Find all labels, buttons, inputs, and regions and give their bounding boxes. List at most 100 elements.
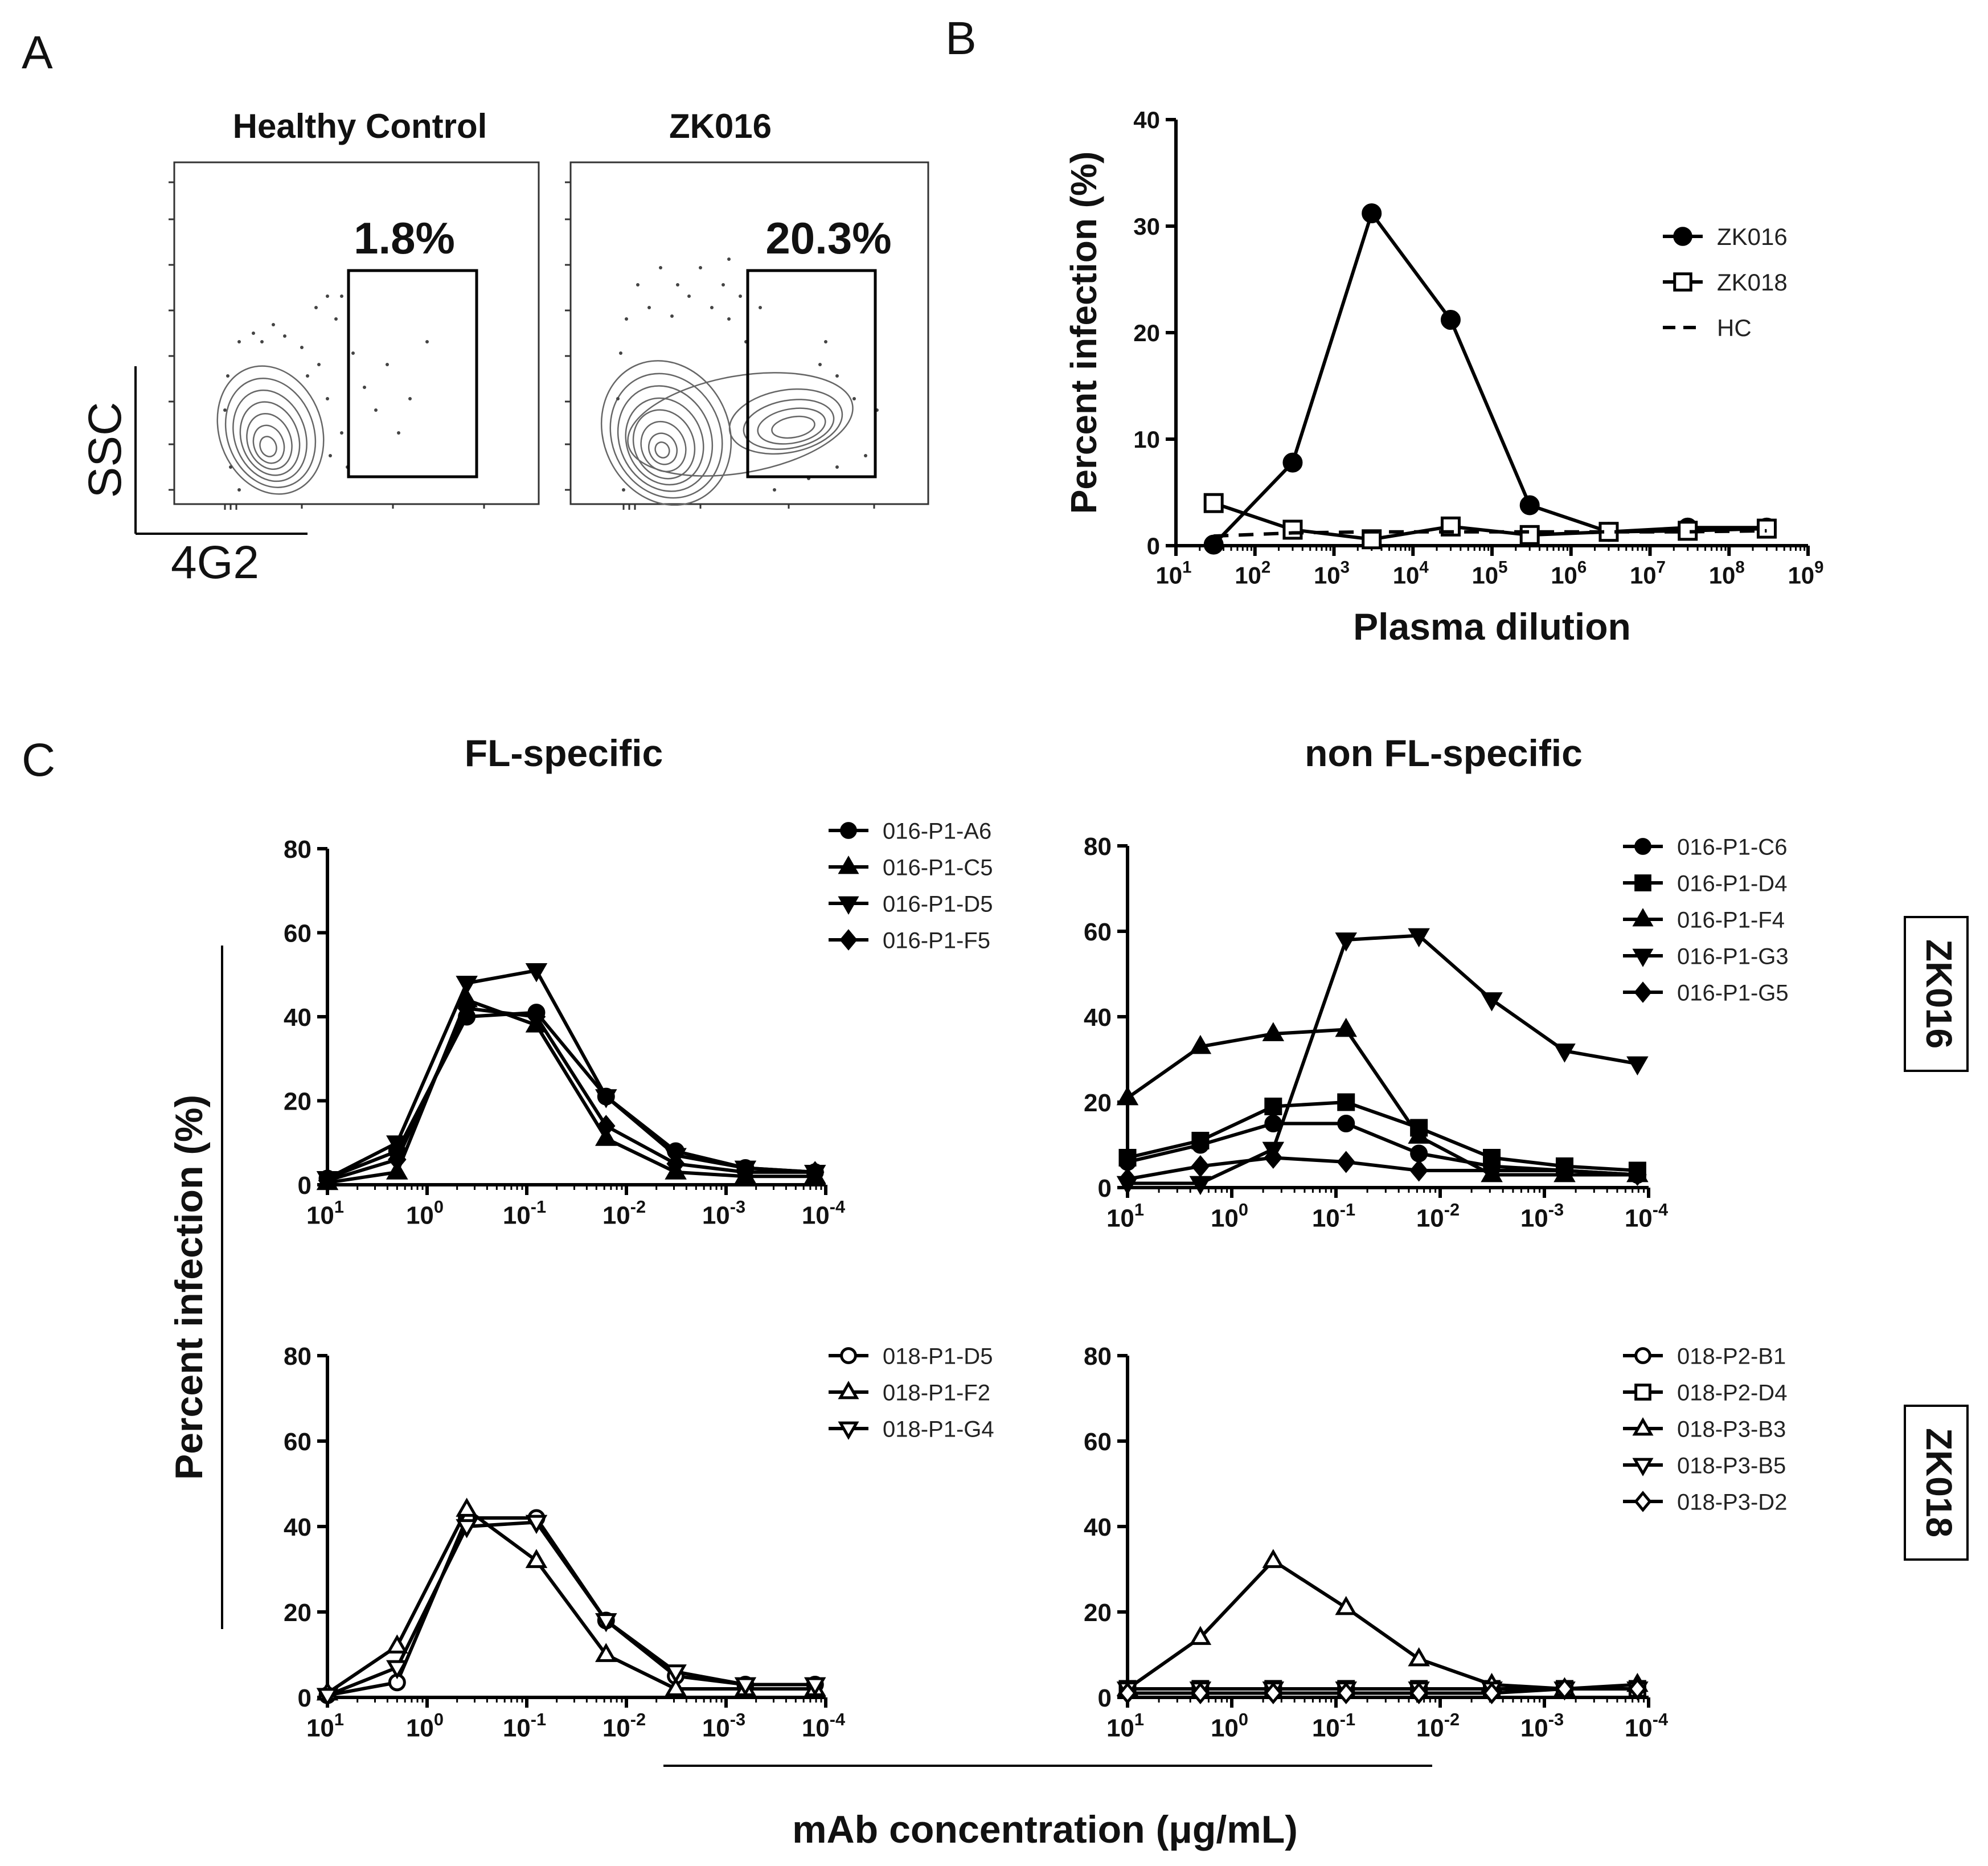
- chart-b-point-zk018: [1282, 519, 1303, 540]
- chart-c1-legend-marker: [838, 896, 859, 915]
- chart-c1-legend-label: 016-P1-D5: [883, 891, 993, 916]
- chart-c1-legend-016-p1-d5: 016-P1-D5: [829, 891, 993, 916]
- chart-c2-legend-label: 016-P1-C6: [1677, 834, 1787, 860]
- chart-c4-legend-018-p2-b1: 018-P2-B1: [1623, 1344, 1786, 1369]
- chart-b-xtick-label: 107: [1630, 558, 1666, 588]
- chart-c2-legend-marker: [1632, 908, 1654, 927]
- chart-c1-ytick-label: 80: [284, 836, 311, 864]
- chart-b-xtick-label: 109: [1788, 558, 1823, 588]
- chart-c3-line-018-p1-g4: [326, 1520, 815, 1697]
- chart-c4-ytick-label: 80: [1084, 1343, 1112, 1370]
- chart-c1-xtick-label: 101: [306, 1197, 344, 1230]
- chart-c2-legend-label: 016-P1-D4: [1677, 871, 1787, 896]
- row-label-box-zk018: [1904, 1405, 1969, 1561]
- chart-c4-legend-marker: [1634, 1347, 1651, 1364]
- chart-b-xtick-label: 102: [1235, 558, 1270, 588]
- chart-c3-point-018-p1-g4: [665, 1664, 687, 1684]
- chart-c2-series-016-p1-f4: [1116, 1017, 1649, 1182]
- chart-c2-point-016-p1-g5: [1191, 1155, 1210, 1178]
- chart-plasma-dilution: 0 10 20 30 40 101 102 103 104 105 106 107 108 109 Perc…: [1063, 107, 1824, 648]
- chart-c3-series-018-p1-g4: [316, 1515, 826, 1707]
- chart-c2-point-016-p1-f4: [1262, 1022, 1285, 1041]
- chart-c2-legend-marker: [1634, 981, 1652, 1003]
- chart-b-legend-label: ZK016: [1717, 223, 1788, 250]
- chart-c3-legend-018-p1-d5: 018-P1-D5: [829, 1344, 993, 1369]
- chart-c2-series-016-p1-g5: [1118, 1146, 1647, 1190]
- chart-c2-ytick-label: 60: [1084, 918, 1112, 946]
- chart-c2-ytick-label: 80: [1084, 833, 1112, 861]
- chart-c2-xtick-label: 100: [1211, 1200, 1248, 1233]
- column-title-non-fl-specific: non FL-specific: [1305, 732, 1583, 774]
- panel-a-flow-plots: Healthy Control ZK016: [79, 107, 929, 588]
- panel-letter-a: A: [22, 27, 53, 79]
- chart-c2-xtick-label: 10-2: [1416, 1200, 1460, 1233]
- chart-c3-ytick-label: 20: [284, 1599, 311, 1627]
- chart-c2-point-016-p1-d4: [1118, 1149, 1137, 1167]
- chart-c4-point-018-p3-d2: [1191, 1681, 1210, 1705]
- chart-c2-point-016-p1-g3: [1481, 992, 1503, 1012]
- chart-c4-xtick-label: 101: [1106, 1709, 1144, 1742]
- chart-c3-xtick-label: 100: [406, 1709, 444, 1742]
- chart-c3-xtick-label: 10-4: [802, 1709, 845, 1742]
- chart-b-point-zk018: [1756, 518, 1777, 539]
- row-label-zk018: ZK018: [1919, 1428, 1960, 1537]
- chart-c4-point-018-p3-b3: [1262, 1549, 1285, 1568]
- panel-letter-b: B: [945, 13, 977, 64]
- chart-c2-point-016-p1-g3: [1626, 1056, 1649, 1076]
- chart-c3-point-018-p1-f2: [525, 1549, 548, 1568]
- chart-c2-legend-marker: [1634, 838, 1651, 855]
- chart-c3-xtick-label: 10-2: [602, 1709, 646, 1742]
- chart-c1-line-016-p1-d5: [326, 968, 815, 1180]
- shared-ylabel: Percent infection (%): [167, 1095, 211, 1480]
- chart-c2-point-016-p1-f4: [1116, 1086, 1139, 1106]
- gate-box-zk016: [746, 269, 877, 478]
- chart-c3-point-018-p1-g4: [734, 1677, 757, 1697]
- chart-c4-point-018-p3-d2: [1118, 1681, 1137, 1705]
- chart-c2-xtick-label: 10-4: [1625, 1200, 1668, 1233]
- chart-c2-point-016-p1-g5: [1409, 1159, 1428, 1182]
- chart-c3-xtick-label: 10-3: [702, 1709, 745, 1742]
- chart-c1-legend-016-p1-f5: 016-P1-F5: [829, 928, 990, 953]
- chart-c4-legend-marker: [1634, 1384, 1651, 1401]
- chart-c4-line-018-p3-d2: [1128, 1687, 1638, 1695]
- chart-b-xlabel: Plasma dilution: [1353, 605, 1631, 648]
- chart-b-point-zk016: [1203, 534, 1224, 555]
- chart-b-legend-marker: [1673, 227, 1692, 246]
- chart-c1-series-016-p1-f5: [318, 997, 825, 1192]
- row-label-box-zk016: [1904, 916, 1969, 1072]
- chart-c2-point-016-p1-d4: [1264, 1098, 1282, 1115]
- flow-frame-healthy-control: [173, 161, 540, 505]
- chart-b-ytick-label: 0: [1147, 533, 1160, 559]
- chart-c3-point-018-p1-g4: [804, 1677, 826, 1697]
- chart-c4-point-018-p3-d2: [1555, 1677, 1574, 1700]
- chart-c1-point-016-p1-d5: [595, 1089, 617, 1108]
- chart-c4-series-018-p3-d2: [1118, 1677, 1647, 1705]
- chart-non-fl-specific-zk018: 0 20 40 60 80 101 100 10-1 10-2 10-3 10-4 018-P2-B1…: [1084, 1343, 1787, 1742]
- chart-c1-legend-marker: [839, 929, 858, 951]
- chart-c1-xtick-label: 10-2: [602, 1197, 646, 1230]
- chart-b-legend-label: ZK018: [1717, 269, 1788, 296]
- chart-c1-legend-marker: [840, 822, 857, 839]
- chart-c2-line-016-p1-g5: [1127, 1156, 1638, 1181]
- chart-c2-point-016-p1-g5: [1118, 1168, 1137, 1190]
- chart-b-xtick-label: 103: [1314, 558, 1350, 588]
- chart-b-series-zk016: [1203, 203, 1777, 555]
- chart-b-ytick-label: 10: [1133, 426, 1160, 453]
- row-label-zk016: ZK016: [1919, 939, 1960, 1049]
- chart-c4-point-018-p3-d2: [1409, 1681, 1428, 1705]
- chart-c1-point-016-p1-f5: [527, 1005, 546, 1028]
- chart-b-series-hc: [1214, 529, 1767, 538]
- chart-c4-point-018-p3-b3: [1408, 1647, 1430, 1667]
- chart-b-xtick-label: 108: [1709, 558, 1745, 588]
- chart-c4-line-018-p3-b3: [1126, 1559, 1638, 1691]
- chart-c3-legend-018-p1-f2: 018-P1-F2: [829, 1380, 990, 1405]
- chart-c4-legend-label: 018-P3-D2: [1677, 1489, 1787, 1515]
- chart-c1-point-016-p1-c5: [595, 1127, 617, 1146]
- chart-c3-point-018-p1-f2: [386, 1634, 408, 1654]
- chart-b-ytick-label: 20: [1133, 320, 1160, 346]
- chart-c3-legend-marker: [838, 1421, 859, 1440]
- chart-c4-legend-018-p3-b3: 018-P3-B3: [1623, 1417, 1786, 1442]
- chart-c1-ytick-label: 40: [284, 1004, 311, 1032]
- chart-c1-ytick-label: 60: [284, 919, 311, 947]
